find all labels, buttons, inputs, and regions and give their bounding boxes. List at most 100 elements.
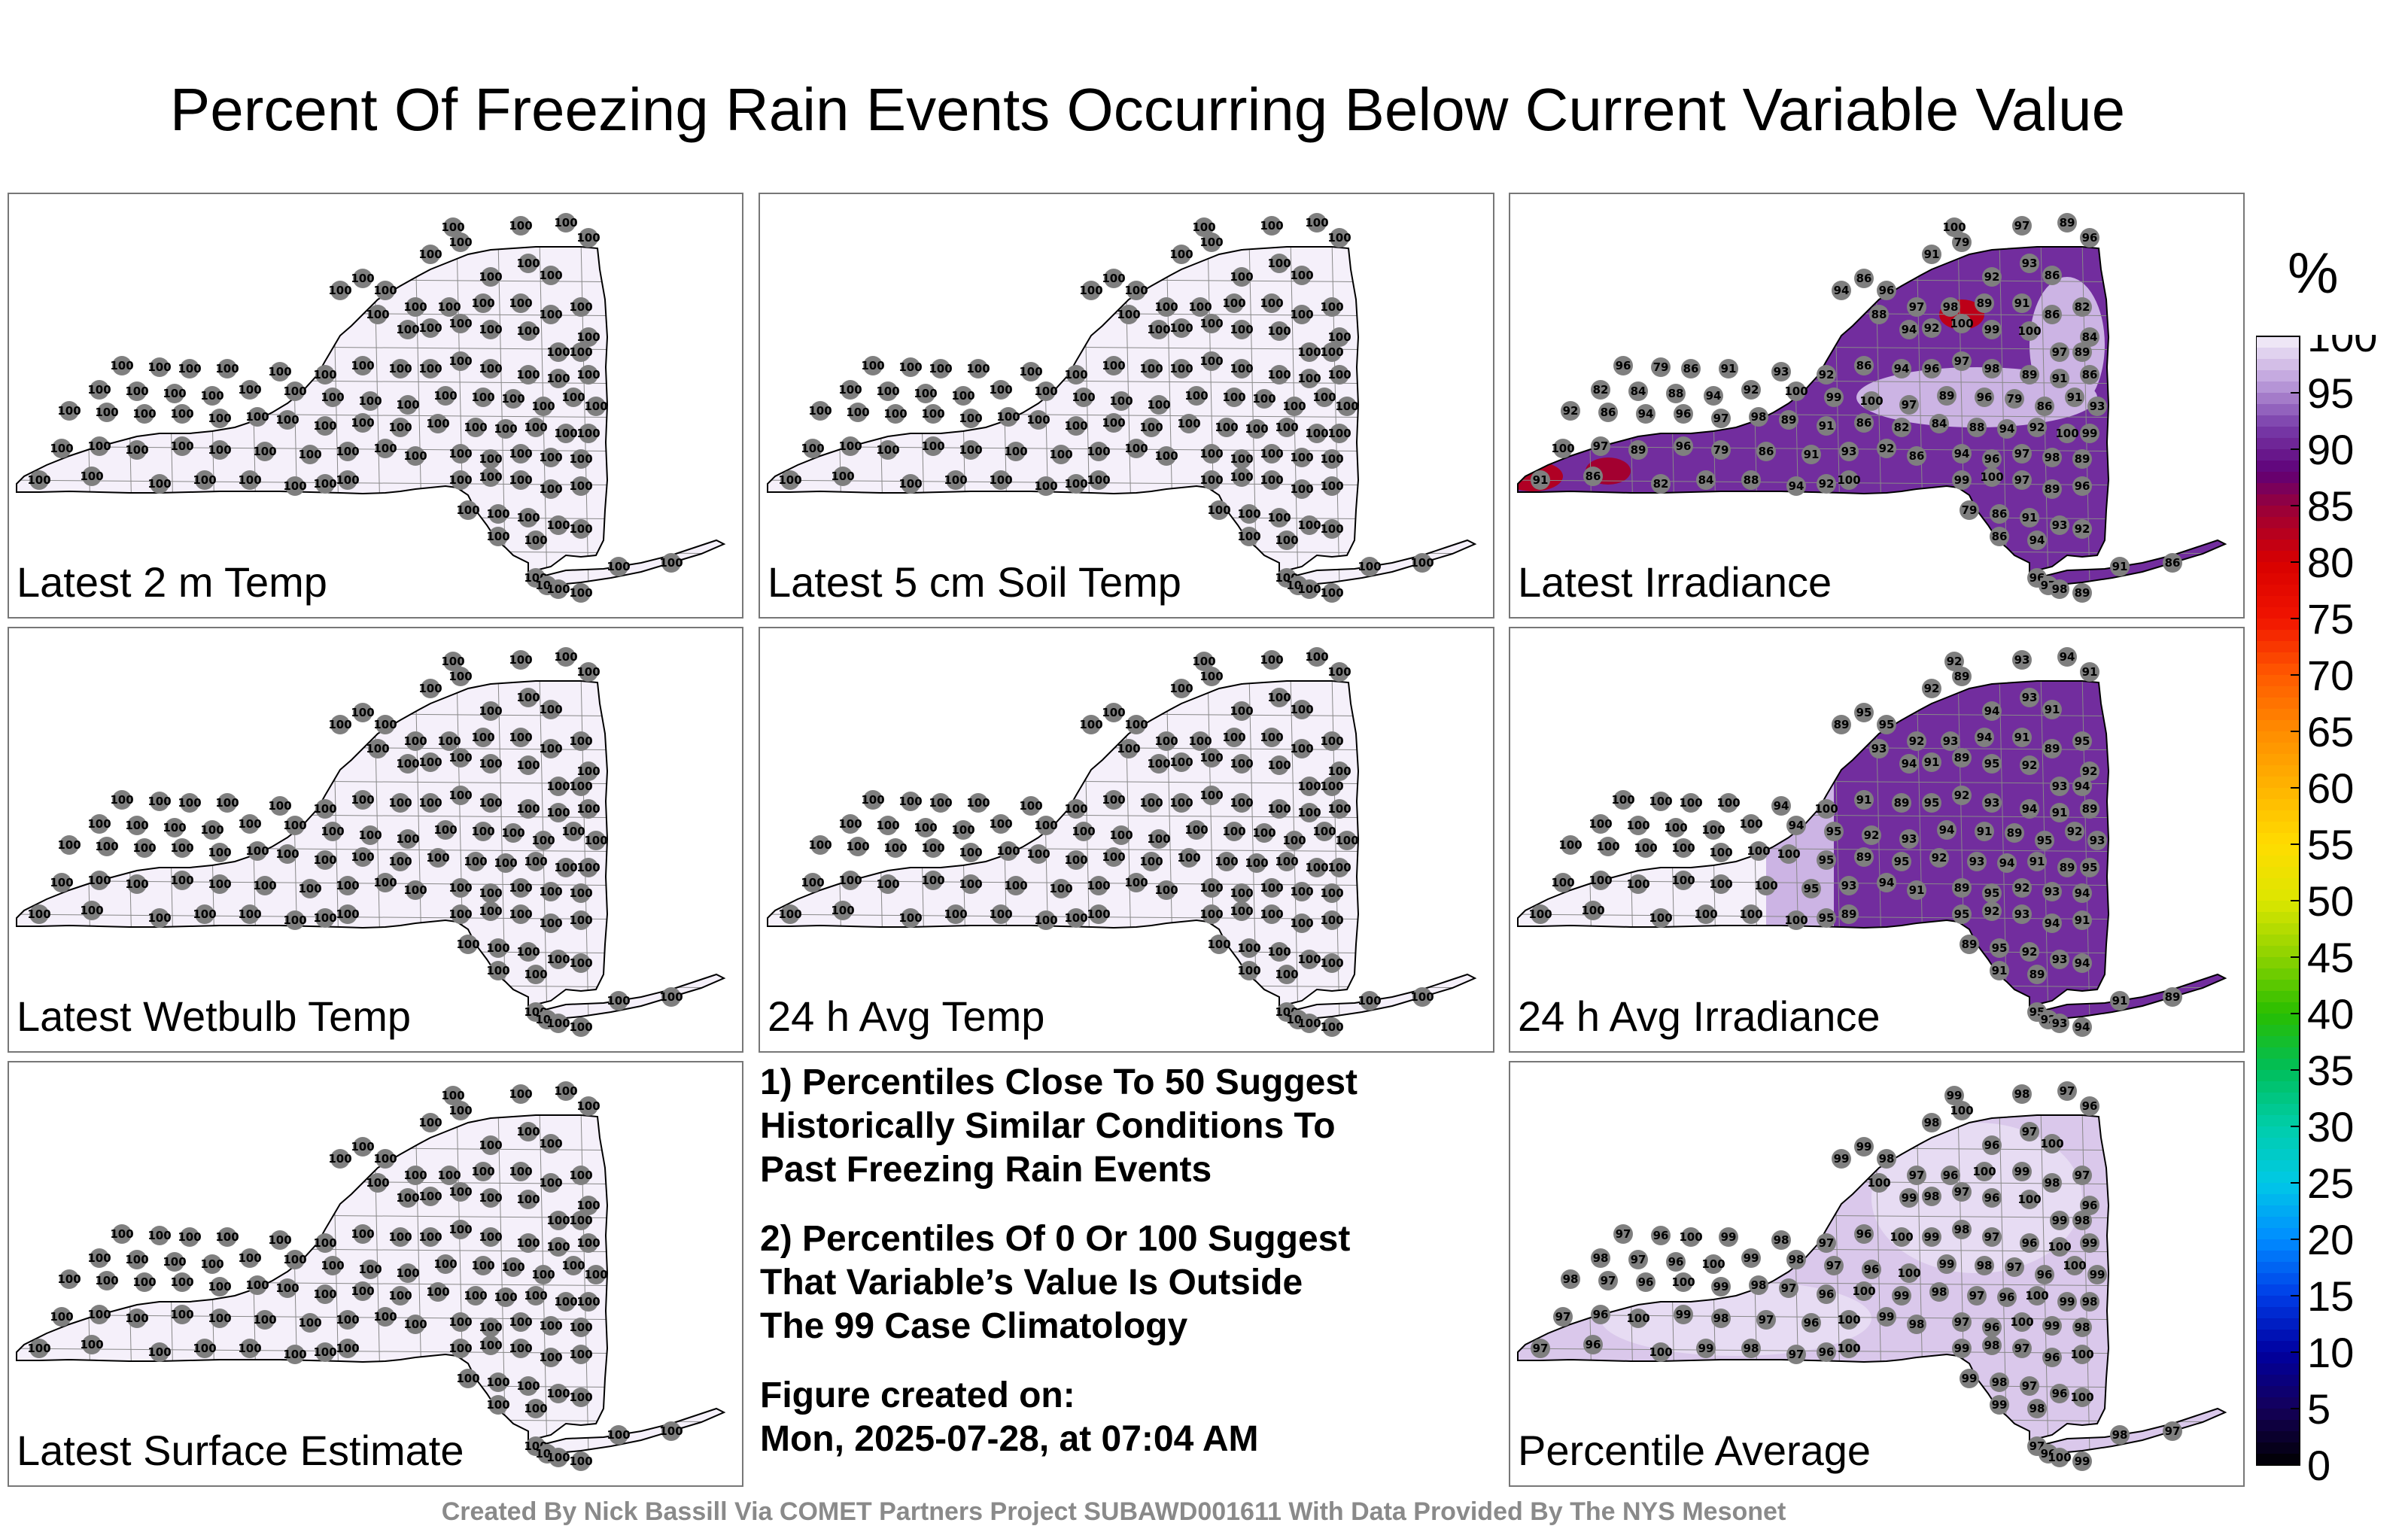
- station-dot: [1741, 814, 1761, 834]
- station-value: 100: [373, 718, 397, 731]
- station-value: 91: [1856, 793, 1872, 807]
- station-value: 92: [1947, 655, 1963, 668]
- station-value: 98: [2014, 1087, 2030, 1101]
- station-value: 100: [1004, 445, 1027, 458]
- station-value: 97: [1631, 1253, 1646, 1266]
- station-value: 86: [2165, 556, 2181, 570]
- station-value: 100: [1260, 219, 1283, 233]
- station-dot: [1292, 739, 1312, 758]
- colorbar-tick-label: 75: [2307, 595, 2354, 643]
- station-dot: [1307, 647, 1327, 667]
- station-dot: [556, 647, 576, 667]
- station-dot: [195, 904, 214, 924]
- station-value: 97: [1789, 1348, 1804, 1361]
- station-value: 100: [321, 1259, 344, 1272]
- station-value: 100: [1747, 844, 1770, 858]
- station-value: 95: [1804, 882, 1820, 895]
- station-value: 96: [1977, 391, 1993, 404]
- station-dot: [421, 1113, 440, 1132]
- station-dot: [1036, 476, 1056, 496]
- station-dot: [511, 293, 531, 313]
- station-dot: [841, 871, 860, 890]
- station-dot: [1952, 1220, 1972, 1239]
- station-dot: [534, 397, 553, 416]
- station-value: 100: [921, 439, 944, 453]
- station-dot: [1591, 436, 1610, 456]
- station-value: 92: [2022, 945, 2038, 959]
- station-value: 100: [2025, 1289, 2048, 1302]
- station-value: 100: [253, 879, 276, 892]
- station-value: 100: [147, 1345, 171, 1359]
- station-value: 100: [1282, 834, 1306, 847]
- station-dot: [1952, 1312, 1972, 1332]
- station-dot: [1899, 1188, 1919, 1208]
- station-dot: [1066, 416, 1086, 436]
- station-dot: [443, 217, 463, 237]
- colorbar-segment: [2256, 596, 2300, 608]
- station-value: 92: [1879, 442, 1895, 455]
- station-value: 100: [208, 443, 231, 457]
- station-dot: [1674, 436, 1693, 456]
- station-dot: [1869, 305, 1889, 324]
- station-value: 97: [2165, 1424, 2181, 1438]
- station-value: 100: [516, 691, 540, 704]
- station-dot: [1975, 1256, 1994, 1275]
- station-value: 100: [1064, 419, 1087, 433]
- station-dot: [330, 1149, 350, 1169]
- station-dot: [391, 1227, 410, 1247]
- station-dot: [1202, 314, 1221, 333]
- station-value: 100: [1154, 300, 1178, 314]
- station-dot: [1628, 440, 1648, 460]
- station-dot: [421, 1187, 440, 1206]
- station-value: 100: [351, 706, 374, 719]
- station-dot: [1674, 1305, 1693, 1324]
- station-value: 100: [494, 856, 517, 870]
- station-value: 100: [328, 718, 351, 731]
- station-value: 100: [509, 1087, 532, 1101]
- station-value: 100: [539, 1351, 562, 1364]
- station-dot: [375, 281, 395, 300]
- station-dot: [1862, 1260, 1881, 1279]
- station-value: 100: [1034, 385, 1057, 398]
- station-value: 100: [509, 296, 532, 310]
- panel-label: Latest Wetbulb Temp: [17, 992, 412, 1040]
- station-value: 100: [1199, 447, 1223, 460]
- station-value: 100: [456, 938, 479, 951]
- station-value: 89: [2082, 802, 2098, 816]
- station-value: 100: [471, 391, 494, 404]
- colorbar-tick-label: 70: [2307, 652, 2354, 699]
- station-dot: [2020, 1233, 2039, 1253]
- station-dot: [466, 1286, 485, 1306]
- station-value: 100: [418, 796, 442, 810]
- station-value: 91: [2052, 806, 2068, 819]
- station-value: 100: [1320, 345, 1343, 359]
- station-value: 95: [1879, 718, 1895, 731]
- station-value: 98: [2029, 1402, 2045, 1415]
- station-dot: [315, 416, 335, 436]
- station-value: 100: [170, 407, 193, 421]
- station-value: 100: [1327, 427, 1351, 440]
- station-dot: [511, 1162, 531, 1181]
- station-dot: [82, 901, 102, 920]
- station-dot: [1172, 679, 1191, 698]
- station-dot: [90, 1305, 109, 1324]
- station-dot: [2163, 1421, 2182, 1441]
- station-dot: [2020, 1376, 2039, 1396]
- station-dot: [923, 838, 943, 858]
- station-value: 100: [464, 855, 487, 868]
- station-value: 100: [351, 850, 374, 864]
- station-value: 100: [576, 665, 600, 679]
- station-dot: [2027, 1399, 2047, 1418]
- station-value: 99: [1924, 1230, 1940, 1244]
- station-dot: [1877, 439, 1896, 458]
- station-value: 100: [373, 1310, 397, 1324]
- station-dot: [863, 790, 883, 810]
- station-dot: [360, 1260, 380, 1279]
- station-dot: [375, 873, 395, 892]
- station-value: 100: [576, 368, 600, 381]
- colorbar-segment: [2256, 348, 2300, 360]
- station-dot: [2080, 1096, 2099, 1116]
- station-value: 100: [1275, 855, 1298, 868]
- colorbar-segment: [2256, 833, 2300, 845]
- station-dot: [901, 792, 920, 811]
